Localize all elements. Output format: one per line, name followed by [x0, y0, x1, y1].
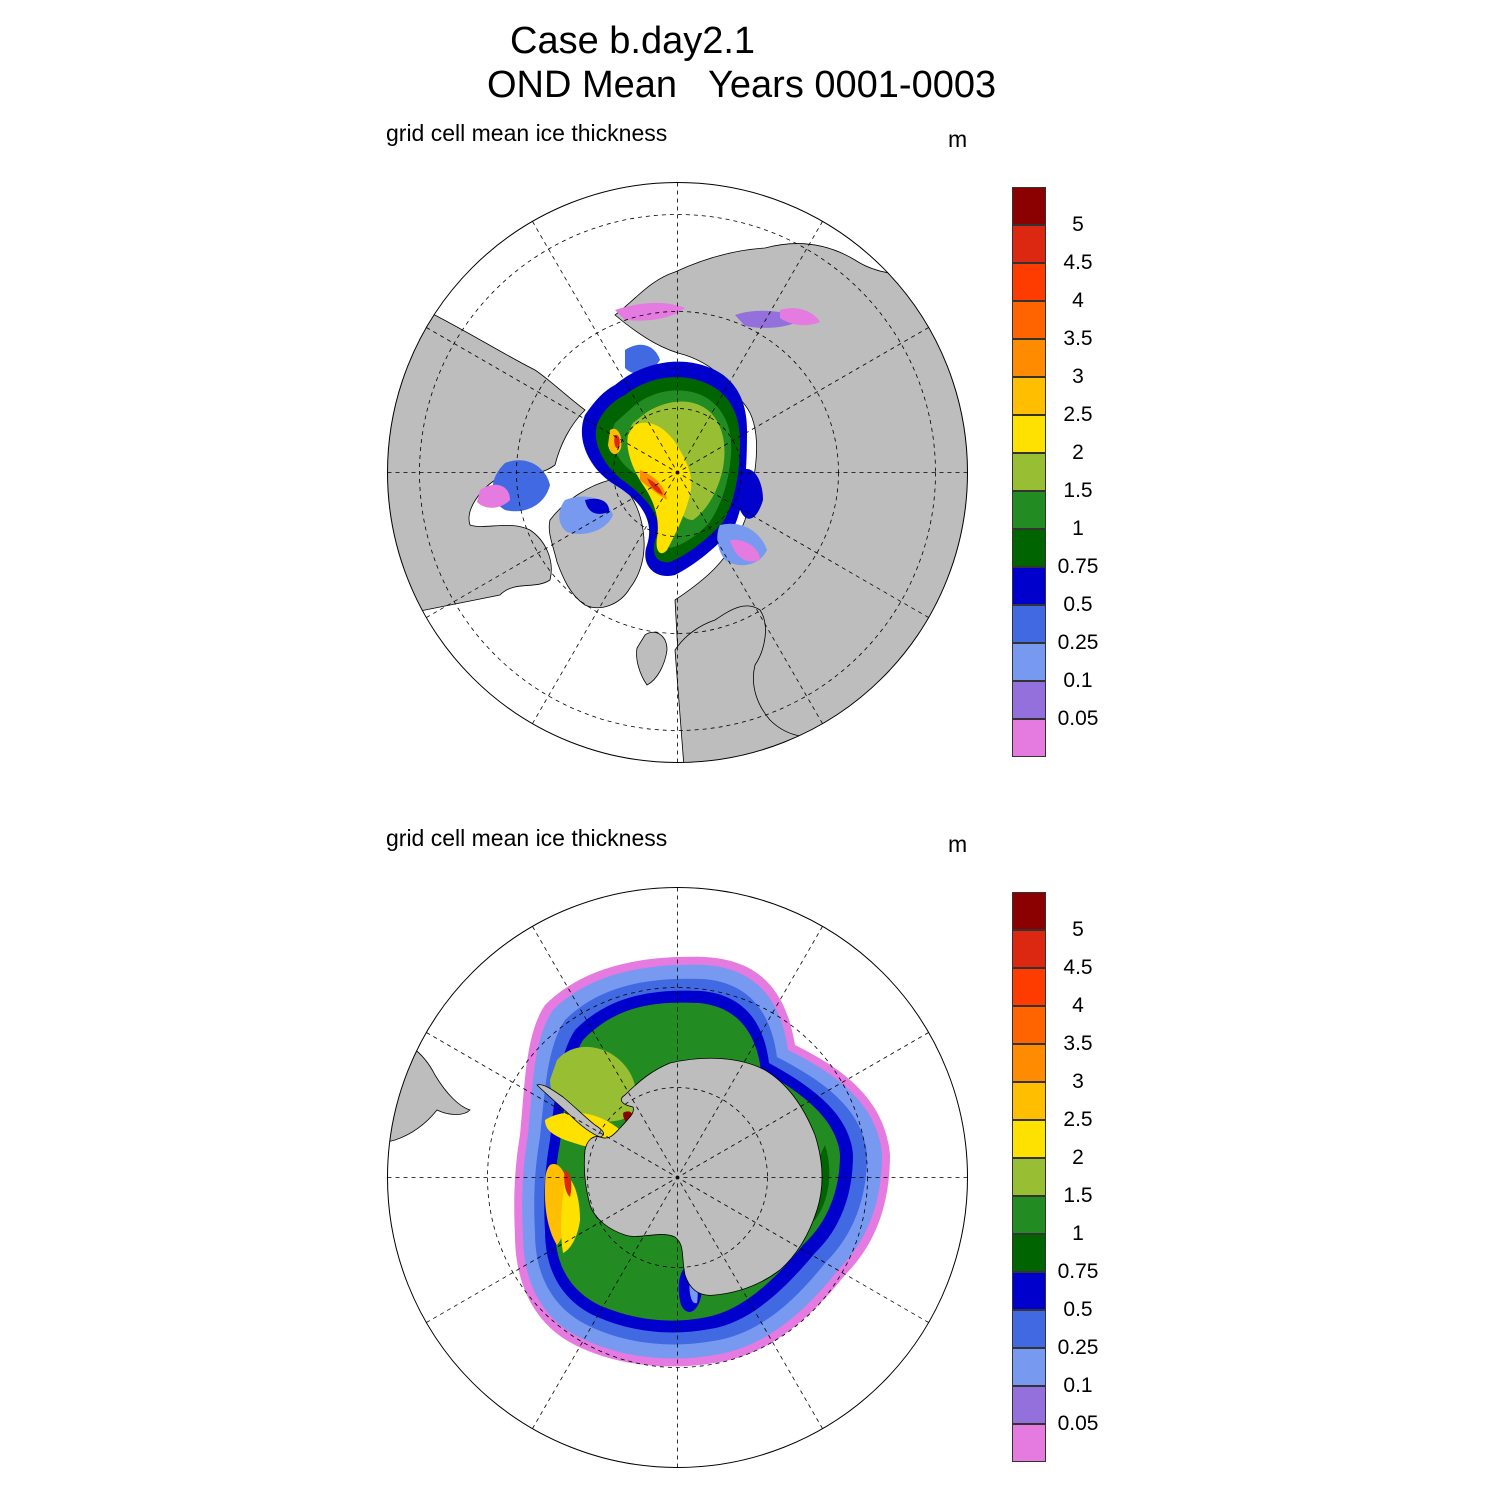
colorbar-box	[1012, 1272, 1046, 1310]
colorbar-box	[1012, 263, 1046, 301]
colorbar-label: 0.75	[1057, 1260, 1099, 1283]
colorbar-label: 0.5	[1063, 1298, 1093, 1321]
colorbar-label: 5	[1072, 213, 1084, 236]
colorbar-box	[1012, 567, 1046, 605]
colorbar-box	[1012, 1006, 1046, 1044]
colorbar-label: 4	[1072, 289, 1084, 312]
colorbar-box	[1012, 1044, 1046, 1082]
colorbar-label: 1	[1072, 1222, 1084, 1245]
colorbar-box	[1012, 1310, 1046, 1348]
colorbar-label: 0.1	[1063, 1374, 1093, 1397]
colorbar-label: 3.5	[1063, 327, 1093, 350]
colorbar-label: 2.5	[1063, 1108, 1093, 1131]
colorbar-label: 0.1	[1063, 669, 1093, 692]
antarctic-map	[387, 887, 968, 1468]
south-panel-label: grid cell mean ice thickness	[386, 825, 668, 851]
arctic-map	[387, 182, 968, 763]
colorbar-label: 4.5	[1063, 956, 1093, 979]
colorbar-box	[1012, 1158, 1046, 1196]
colorbar-box	[1012, 529, 1046, 567]
colorbar-label: 0.5	[1063, 593, 1093, 616]
figure-title-case: Case b.day2.1	[510, 20, 756, 62]
colorbar-label: 2	[1072, 441, 1084, 464]
colorbar-label: 0.05	[1057, 1412, 1099, 1435]
figure-title-period: OND Mean Years 0001-0003	[487, 64, 997, 106]
colorbar-label: 5	[1072, 918, 1084, 941]
colorbar-box	[1012, 1348, 1046, 1386]
colorbar-label: 0.05	[1057, 707, 1099, 730]
colorbar-box	[1012, 1386, 1046, 1424]
colorbar-box	[1012, 339, 1046, 377]
colorbar-label: 4.5	[1063, 251, 1093, 274]
colorbar-label: 3	[1072, 365, 1084, 388]
colorbar-label: 3	[1072, 1070, 1084, 1093]
colorbar-box	[1012, 1424, 1046, 1462]
colorbar-box	[1012, 491, 1046, 529]
colorbar-box	[1012, 968, 1046, 1006]
colorbar-label: 1.5	[1063, 479, 1093, 502]
antarctic-graticule	[387, 887, 968, 1468]
colorbar-box	[1012, 1082, 1046, 1120]
colorbar-box	[1012, 187, 1046, 225]
colorbar-box	[1012, 643, 1046, 681]
colorbar-box	[1012, 930, 1046, 968]
north-panel-label: grid cell mean ice thickness	[386, 120, 668, 146]
colorbar-label: 1.5	[1063, 1184, 1093, 1207]
colorbar-box	[1012, 301, 1046, 339]
colorbar-box	[1012, 377, 1046, 415]
arctic-graticule	[387, 182, 968, 763]
antarctic-peninsula	[536, 1084, 604, 1138]
colorbar-box	[1012, 1120, 1046, 1158]
colorbar-box	[1012, 453, 1046, 491]
colorbar-label: 2	[1072, 1146, 1084, 1169]
colorbar-label: 2.5	[1063, 403, 1093, 426]
colorbar-box	[1012, 892, 1046, 930]
colorbar-label: 0.75	[1057, 555, 1099, 578]
colorbar-box	[1012, 415, 1046, 453]
colorbar-label: 4	[1072, 994, 1084, 1017]
antarctica-land	[583, 1057, 823, 1296]
colorbar-box	[1012, 605, 1046, 643]
north-units-label: m	[948, 126, 968, 152]
south-units-label: m	[948, 831, 968, 857]
colorbar-box	[1012, 225, 1046, 263]
colorbar-label: 0.25	[1057, 631, 1099, 654]
colorbar-label: 3.5	[1063, 1032, 1093, 1055]
colorbar-label: 1	[1072, 517, 1084, 540]
colorbar-box	[1012, 1234, 1046, 1272]
colorbar-box	[1012, 719, 1046, 757]
colorbar-box	[1012, 1196, 1046, 1234]
colorbar-label: 0.25	[1057, 1336, 1099, 1359]
colorbar-box	[1012, 681, 1046, 719]
